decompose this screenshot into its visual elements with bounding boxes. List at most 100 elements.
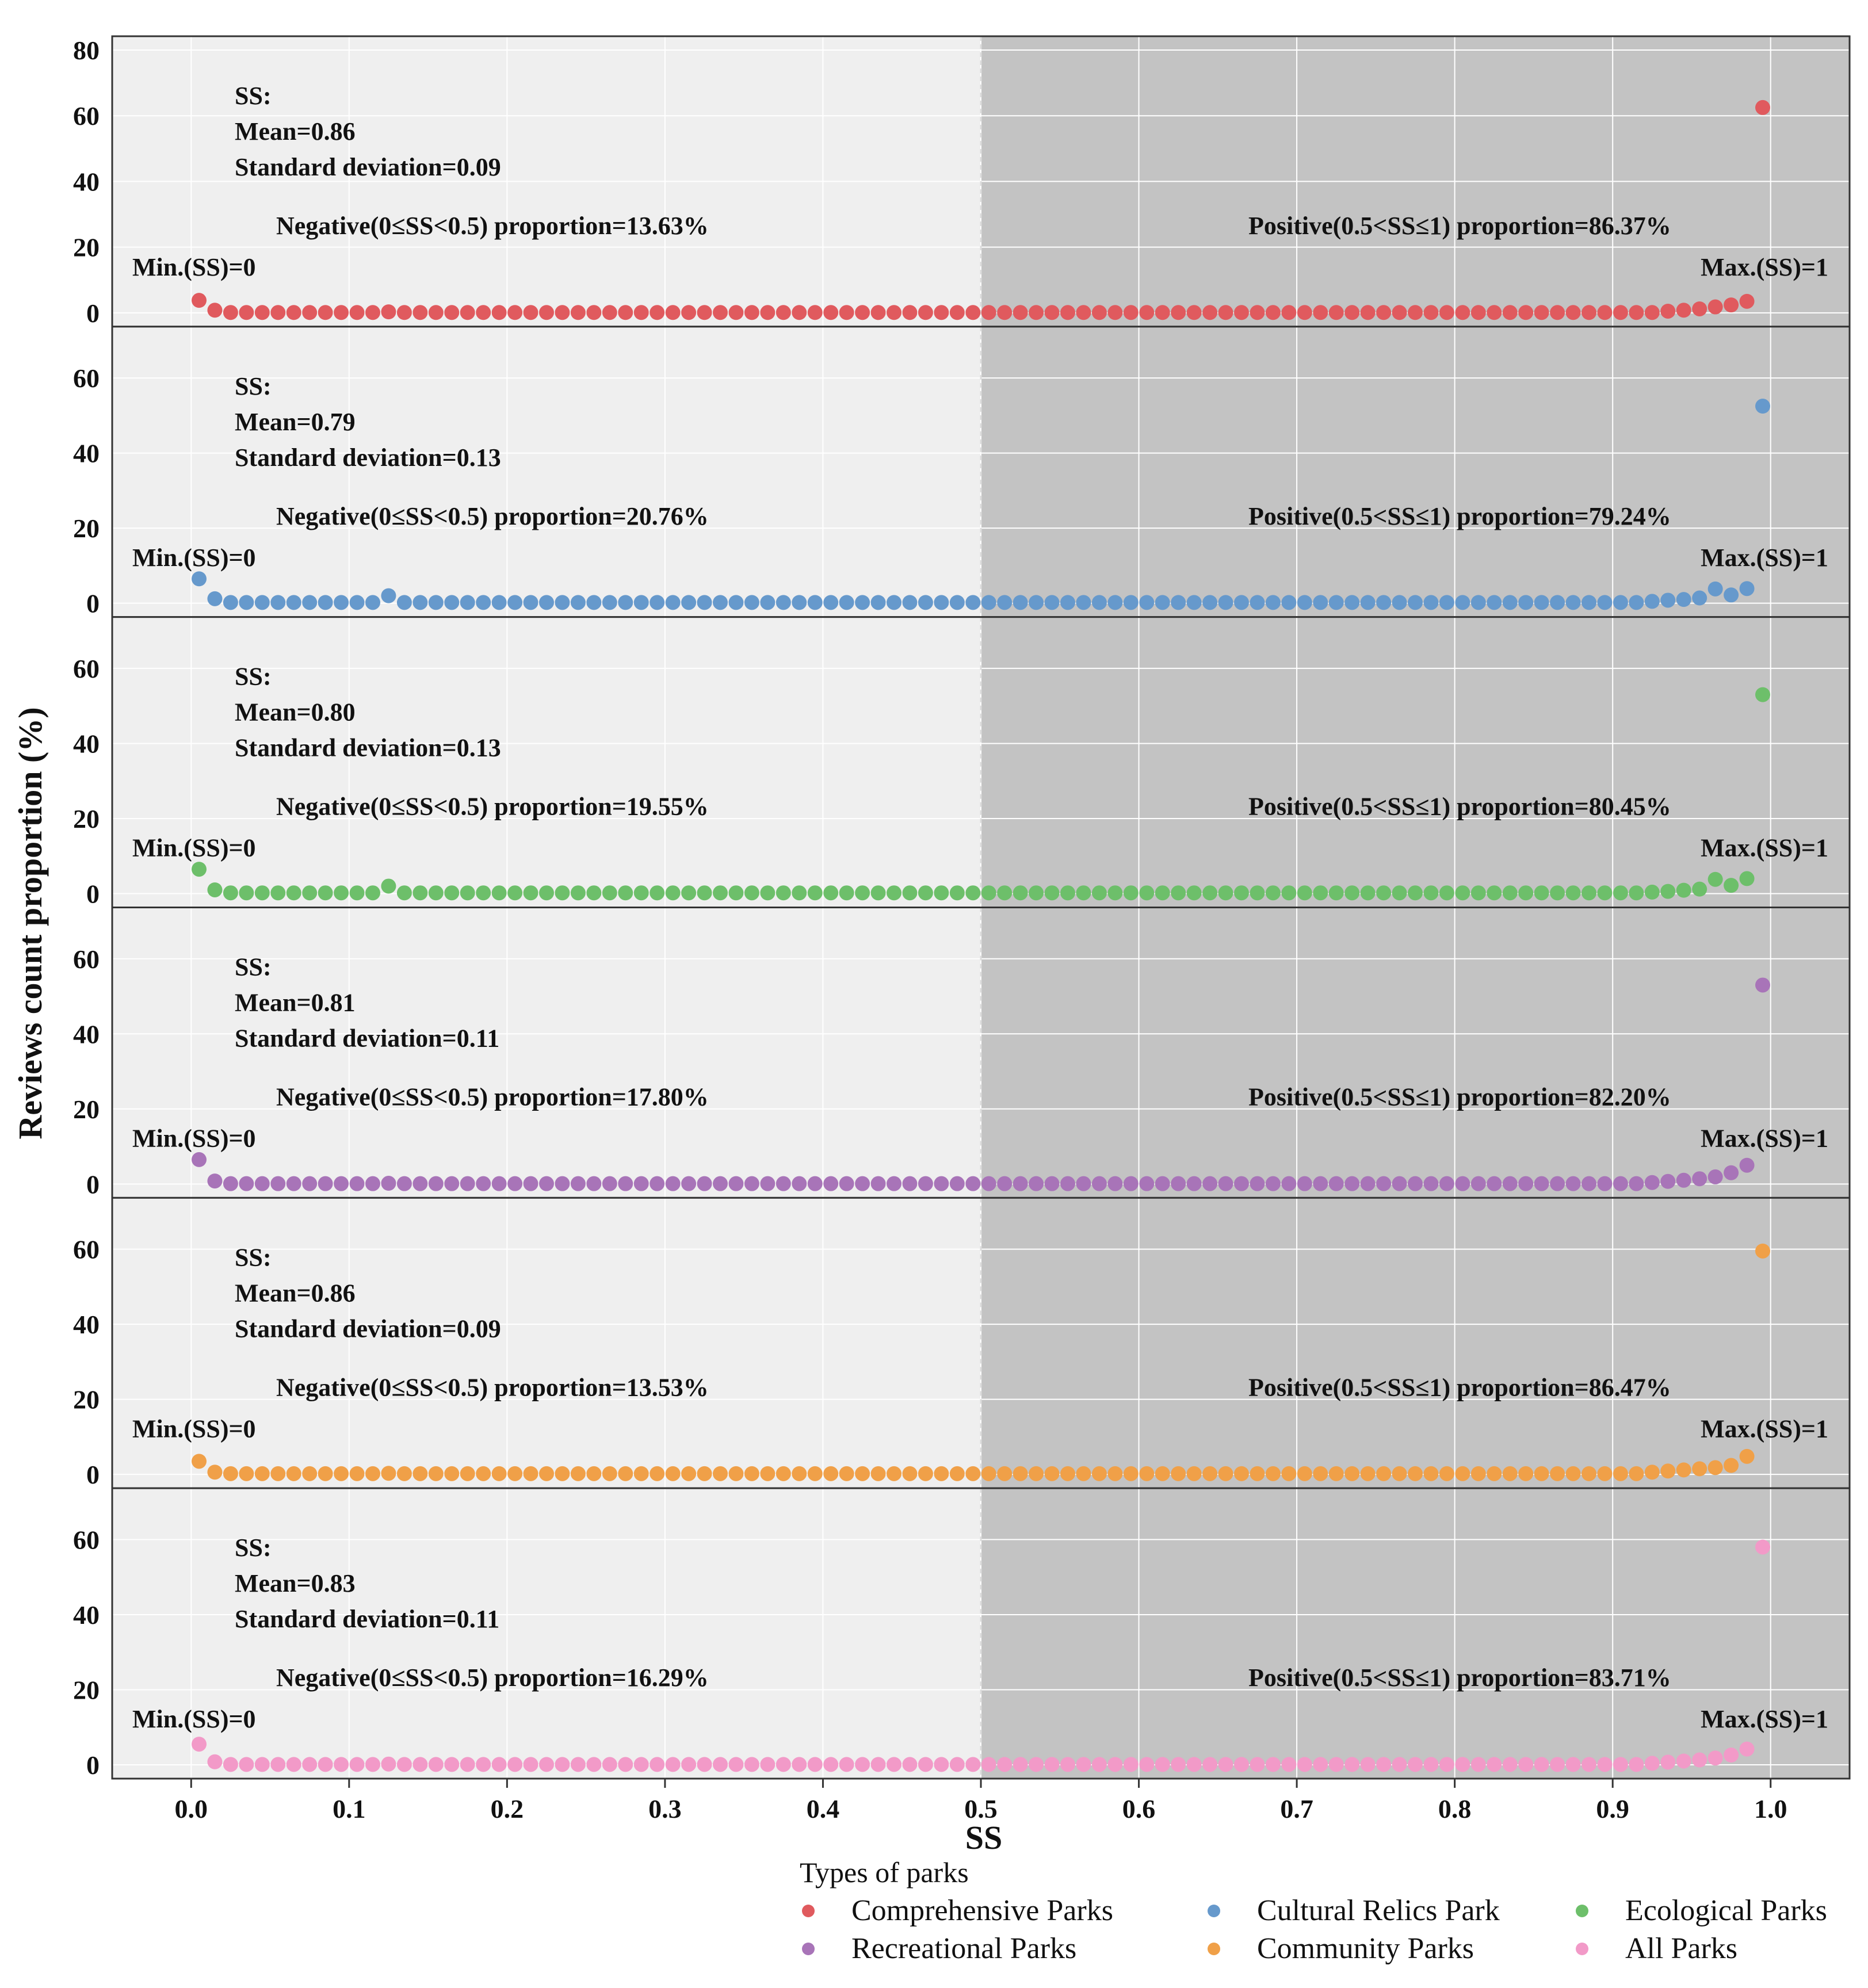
data-point (334, 1176, 349, 1191)
data-point (428, 1176, 444, 1191)
data-point (1328, 305, 1344, 320)
data-point (507, 305, 523, 320)
legend-label: Community Parks (1257, 1932, 1474, 1965)
data-point (633, 1176, 649, 1191)
data-point (1707, 299, 1723, 315)
data-point (570, 1176, 586, 1191)
data-point (491, 1176, 507, 1191)
positive-proportion-label: Positive(0.5<SS≤1) proportion=86.37% (1248, 212, 1671, 240)
x-tick-label: 0.0 (175, 1794, 208, 1823)
data-point (870, 1176, 886, 1191)
data-point (665, 305, 681, 320)
data-point (1644, 594, 1660, 609)
data-point (1707, 871, 1723, 887)
data-point (1091, 885, 1107, 901)
data-point (681, 1757, 697, 1772)
data-point (744, 1757, 759, 1772)
mean-label: Mean=0.80 (235, 698, 356, 727)
data-point (618, 885, 633, 901)
data-point (1281, 1466, 1297, 1481)
data-point (665, 1466, 681, 1481)
data-point (870, 305, 886, 320)
data-point (1202, 1466, 1218, 1481)
data-point (1629, 885, 1644, 901)
x-tick-label: 0.9 (1596, 1794, 1629, 1823)
data-point (1218, 885, 1233, 901)
data-point (1692, 1461, 1707, 1477)
data-point (444, 1176, 460, 1191)
data-point (997, 1176, 1013, 1191)
data-point (539, 1466, 554, 1481)
sd-label: Standard deviation=0.13 (235, 444, 501, 472)
data-point (270, 1466, 286, 1481)
data-point (1582, 595, 1596, 610)
data-point (302, 305, 318, 320)
data-point (1487, 595, 1502, 610)
data-point (887, 305, 901, 320)
data-point (1139, 1757, 1155, 1772)
data-point (934, 305, 949, 320)
data-point (1013, 1757, 1028, 1772)
data-point (507, 885, 523, 901)
data-point (776, 595, 791, 610)
negative-region (112, 617, 981, 908)
data-point (1392, 305, 1407, 320)
data-point (1644, 305, 1660, 320)
data-point (965, 885, 981, 901)
data-point (286, 1176, 301, 1191)
data-point (1502, 1757, 1518, 1772)
panel-5: 0 20 40 60 SS: Mean=0.86 Standard deviation=0.… (73, 1196, 1851, 1489)
data-point (1739, 293, 1755, 309)
data-point (1202, 885, 1218, 901)
data-point (365, 595, 380, 610)
data-point (1360, 1757, 1376, 1772)
data-point (902, 595, 918, 610)
data-point (365, 1466, 380, 1481)
data-point (1550, 1466, 1565, 1481)
data-point (1013, 305, 1028, 320)
data-point (807, 1176, 823, 1191)
data-point (1328, 595, 1344, 610)
data-point (286, 305, 301, 320)
data-point (1171, 1757, 1186, 1772)
data-point (1423, 885, 1439, 901)
data-point (1644, 1175, 1660, 1190)
data-point (1376, 885, 1392, 901)
data-point (1281, 595, 1297, 610)
x-axis: 0.0 0.1 0.2 0.3 0.4 0.5 0.6 0.7 0.8 0.9 1.0 (175, 1779, 1787, 1823)
data-point (1234, 1757, 1249, 1772)
legend-marker (802, 1943, 815, 1955)
data-point (349, 595, 365, 610)
positive-proportion-label: Positive(0.5<SS≤1) proportion=83.71% (1248, 1664, 1671, 1692)
data-point (1360, 305, 1376, 320)
data-point (618, 1757, 633, 1772)
data-point (555, 1757, 570, 1772)
data-point (1565, 305, 1581, 320)
data-point (365, 1757, 380, 1772)
data-point (602, 885, 617, 901)
data-point (1171, 1466, 1186, 1481)
data-point (1139, 885, 1155, 901)
legend-label: All Parks (1625, 1932, 1737, 1965)
data-point (1455, 1466, 1470, 1481)
data-point (491, 305, 507, 320)
data-point (1265, 305, 1281, 320)
positive-region (981, 326, 1850, 617)
data-point (1297, 1466, 1312, 1481)
data-point (555, 595, 570, 610)
sd-label: Standard deviation=0.11 (235, 1024, 499, 1053)
data-point (1060, 1757, 1075, 1772)
data-point (1060, 885, 1075, 901)
data-point (902, 1466, 918, 1481)
negative-region (112, 1488, 981, 1779)
data-point (870, 1466, 886, 1481)
negative-proportion-label: Negative(0≤SS<0.5) proportion=13.53% (276, 1373, 709, 1401)
data-point (539, 885, 554, 901)
negative-region (112, 1198, 981, 1489)
data-point (1707, 1460, 1723, 1475)
data-point (855, 1466, 870, 1481)
data-point (1739, 1157, 1755, 1173)
data-point (1250, 595, 1265, 610)
data-point (396, 1757, 412, 1772)
data-point (365, 305, 380, 320)
